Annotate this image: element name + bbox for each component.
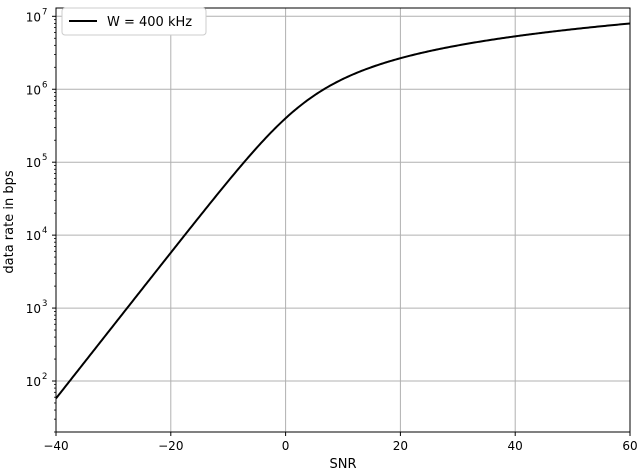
x-tick-label: 20 xyxy=(393,439,408,453)
x-tick-label: 60 xyxy=(622,439,637,453)
y-tick-exponent: 7 xyxy=(42,7,47,17)
x-tick-label: 40 xyxy=(508,439,523,453)
y-tick-label: 10 xyxy=(26,10,41,24)
x-axis-ticks: −40 −20 0 20 40 60 xyxy=(43,432,638,453)
y-tick-exponent: 3 xyxy=(42,299,47,309)
series-layer xyxy=(55,22,631,400)
y-tick-exponent: 6 xyxy=(42,80,47,90)
y-tick-label: 10 xyxy=(26,375,41,389)
y-tick-label: 10 xyxy=(26,229,41,243)
legend-entry-label: W = 400 kHz xyxy=(107,15,192,30)
series-line xyxy=(55,22,631,400)
x-axis-label: SNR xyxy=(329,457,356,472)
y-tick-label: 10 xyxy=(26,83,41,97)
y-tick-label: 10 xyxy=(26,156,41,170)
x-tick-label: 0 xyxy=(282,439,290,453)
legend: W = 400 kHz xyxy=(61,7,207,36)
y-tick-label: 10 xyxy=(26,302,41,316)
x-tick-label: −40 xyxy=(43,439,68,453)
y-tick-exponent: 5 xyxy=(42,153,47,163)
y-tick-exponent: 2 xyxy=(42,372,47,382)
x-tick-label: −20 xyxy=(158,439,183,453)
legend-box xyxy=(61,7,207,36)
y-axis-label: data rate in bps xyxy=(2,170,17,273)
y-tick-exponent: 4 xyxy=(42,226,47,236)
grid-lines xyxy=(55,8,631,432)
plot-frame xyxy=(55,7,631,433)
